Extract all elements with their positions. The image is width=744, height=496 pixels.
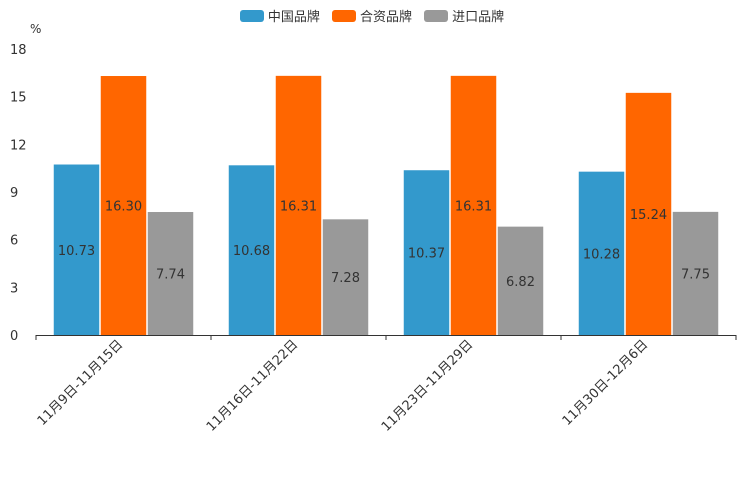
bar[interactable] xyxy=(275,75,322,335)
bar-value-label: 16.31 xyxy=(280,199,317,214)
bar-value-label: 10.28 xyxy=(583,247,620,262)
x-category-label: 11月23日-11月29日 xyxy=(379,337,476,434)
y-tick-label: 3 xyxy=(10,281,18,296)
x-category-label: 11月9日-11月15日 xyxy=(35,337,127,429)
legend-item-china-brand[interactable]: 中国品牌 xyxy=(239,6,320,25)
legend-item-import-brand[interactable]: 进口品牌 xyxy=(424,6,504,25)
legend-label-joint-venture-brand: 合资品牌 xyxy=(359,10,412,25)
bar[interactable] xyxy=(672,211,719,335)
bar[interactable] xyxy=(497,226,544,335)
y-axis-ticks: 0 3 6 9 12 15 18 xyxy=(10,43,27,344)
y-tick-label: 6 xyxy=(10,234,18,249)
y-tick-label: 15 xyxy=(10,91,27,106)
legend-swatch-joint-venture-brand xyxy=(331,9,356,22)
legend-label-import-brand: 进口品牌 xyxy=(452,10,505,25)
x-category-label: 11月16日-11月22日 xyxy=(204,337,301,434)
bar[interactable] xyxy=(625,92,672,335)
bar[interactable] xyxy=(147,212,194,335)
bar-value-label: 15.24 xyxy=(630,208,667,223)
bar-value-label: 7.75 xyxy=(681,267,710,282)
bar-value-label: 16.31 xyxy=(455,199,492,214)
legend-swatch-china-brand xyxy=(239,9,264,22)
bar[interactable] xyxy=(403,170,450,335)
x-axis-ticks: 11月9日-11月15日 11月16日-11月22日 11月23日-11月29日 11… xyxy=(35,335,737,435)
bar-value-label: 6.82 xyxy=(506,275,535,290)
bar-value-label: 10.68 xyxy=(233,244,270,259)
legend-swatch-import-brand xyxy=(424,9,449,22)
y-tick-label: 0 xyxy=(10,329,18,344)
y-axis-unit-label: % xyxy=(30,22,41,36)
bar-value-label: 7.28 xyxy=(331,271,360,286)
bar-value-label: 10.73 xyxy=(58,244,95,259)
bar[interactable] xyxy=(450,75,497,335)
y-tick-label: 12 xyxy=(10,138,27,153)
bar-value-label: 16.30 xyxy=(105,200,142,215)
legend-label-china-brand: 中国品牌 xyxy=(267,10,320,25)
bar-value-label: 10.37 xyxy=(408,247,445,262)
y-tick-label: 9 xyxy=(10,186,18,201)
bar-groups: 10.73 16.30 7.74 10.68 16.31 7.28 10.37 16.31 6.… xyxy=(53,75,719,335)
bar[interactable] xyxy=(100,76,147,335)
bar[interactable] xyxy=(53,164,100,335)
bar[interactable] xyxy=(228,165,275,335)
chart-legend: 中国品牌 合资品牌 进口品牌 xyxy=(0,6,744,25)
x-category-label: 11月30日-12月6日 xyxy=(560,337,652,429)
legend-item-joint-venture-brand[interactable]: 合资品牌 xyxy=(331,6,412,25)
y-tick-label: 18 xyxy=(10,43,27,58)
bar[interactable] xyxy=(322,219,369,335)
bar[interactable] xyxy=(578,171,625,335)
bar-value-label: 7.74 xyxy=(156,268,185,283)
